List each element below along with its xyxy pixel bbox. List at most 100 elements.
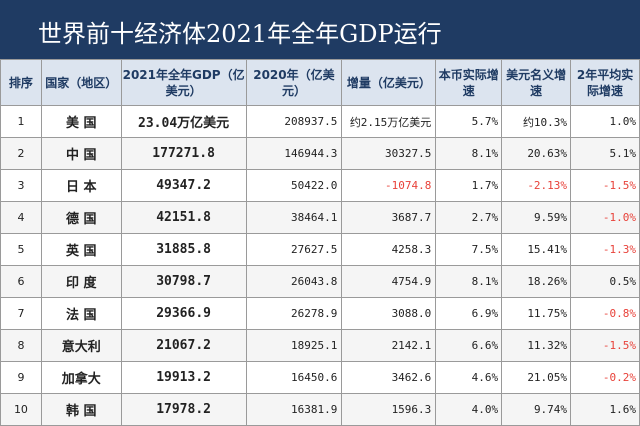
row-increase: 4258.3 [341,233,437,266]
row-usd-growth: 21.05% [501,361,572,394]
row-avg-growth: -1.5% [570,169,640,202]
row-gdp-2020: 18925.1 [245,329,343,362]
header-usd-growth: 美元名义增速 [501,59,572,106]
row-gdp-2021: 19913.2 [120,361,247,394]
row-usd-growth: 11.75% [501,297,572,330]
row-increase: 4754.9 [341,265,437,298]
row-rank: 4 [0,201,42,234]
row-local-growth: 5.7% [435,105,503,138]
row-usd-growth: 11.32% [501,329,572,362]
header-gdp-2021: 2021年全年GDP（亿美元） [120,59,247,106]
table-row: 9 加拿大 19913.2 16450.6 3462.6 4.6% 21.05% -0.2% [0,361,640,394]
header-country: 国家（地区） [40,59,122,106]
row-local-growth: 7.5% [435,233,503,266]
header-gdp-2020: 2020年（亿美元） [245,59,343,106]
row-gdp-2020: 50422.0 [245,169,343,202]
row-rank: 6 [0,265,42,298]
row-country: 法 国 [40,297,122,330]
row-rank: 3 [0,169,42,202]
row-usd-growth: 9.59% [501,201,572,234]
row-increase: 30327.5 [341,137,437,170]
row-gdp-2020: 38464.1 [245,201,343,234]
row-increase: 3462.6 [341,361,437,394]
row-country: 意大利 [40,329,122,362]
row-country: 印 度 [40,265,122,298]
row-avg-growth: -1.3% [570,233,640,266]
row-increase: 3687.7 [341,201,437,234]
row-usd-growth: 约10.3% [501,105,572,138]
header-avg-growth: 2年平均实际增速 [570,59,640,106]
row-usd-growth: -2.13% [501,169,572,202]
row-gdp-2020: 26278.9 [245,297,343,330]
row-rank: 7 [0,297,42,330]
row-gdp-2021: 31885.8 [120,233,247,266]
row-usd-growth: 9.74% [501,393,572,426]
row-country: 美 国 [40,105,122,138]
row-country: 中 国 [40,137,122,170]
row-gdp-2021: 23.04万亿美元 [120,105,247,138]
row-rank: 9 [0,361,42,394]
row-avg-growth: -0.8% [570,297,640,330]
row-gdp-2020: 27627.5 [245,233,343,266]
header-row: 排序 国家（地区） 2021年全年GDP（亿美元） 2020年（亿美元） 增量（… [0,59,640,106]
gdp-table: 排序 国家（地区） 2021年全年GDP（亿美元） 2020年（亿美元） 增量（… [0,59,640,426]
row-gdp-2020: 208937.5 [245,105,343,138]
row-gdp-2021: 17978.2 [120,393,247,426]
row-avg-growth: -0.2% [570,361,640,394]
row-usd-growth: 15.41% [501,233,572,266]
row-increase: 1596.3 [341,393,437,426]
row-gdp-2020: 146944.3 [245,137,343,170]
row-country: 日 本 [40,169,122,202]
row-avg-growth: -1.0% [570,201,640,234]
row-local-growth: 8.1% [435,265,503,298]
row-avg-growth: 0.5% [570,265,640,298]
row-local-growth: 6.9% [435,297,503,330]
row-gdp-2021: 29366.9 [120,297,247,330]
row-avg-growth: -1.5% [570,329,640,362]
row-increase: 2142.1 [341,329,437,362]
row-usd-growth: 18.26% [501,265,572,298]
row-country: 韩 国 [40,393,122,426]
header-rank: 排序 [0,59,42,106]
row-local-growth: 2.7% [435,201,503,234]
row-increase: 3088.0 [341,297,437,330]
table-row: 8 意大利 21067.2 18925.1 2142.1 6.6% 11.32% -1.5% [0,329,640,362]
row-local-growth: 4.0% [435,393,503,426]
row-gdp-2021: 49347.2 [120,169,247,202]
row-usd-growth: 20.63% [501,137,572,170]
row-avg-growth: 5.1% [570,137,640,170]
row-country: 英 国 [40,233,122,266]
row-local-growth: 1.7% [435,169,503,202]
row-gdp-2020: 16381.9 [245,393,343,426]
row-gdp-2021: 177271.8 [120,137,247,170]
row-avg-growth: 1.6% [570,393,640,426]
row-gdp-2021: 30798.7 [120,265,247,298]
title-bar: 世界前十经济体2021年全年GDP运行 [0,0,640,59]
row-gdp-2020: 26043.8 [245,265,343,298]
row-country: 德 国 [40,201,122,234]
table-row: 10 韩 国 17978.2 16381.9 1596.3 4.0% 9.74% 1.6% [0,393,640,426]
row-local-growth: 6.6% [435,329,503,362]
row-gdp-2021: 21067.2 [120,329,247,362]
header-increase: 增量（亿美元） [341,59,437,106]
row-rank: 8 [0,329,42,362]
header-local-growth: 本币实际增速 [435,59,503,106]
row-local-growth: 8.1% [435,137,503,170]
row-rank: 1 [0,105,42,138]
row-country: 加拿大 [40,361,122,394]
row-avg-growth: 1.0% [570,105,640,138]
page-title: 世界前十经济体2021年全年GDP运行 [38,20,442,48]
row-gdp-2020: 16450.6 [245,361,343,394]
row-rank: 2 [0,137,42,170]
row-rank: 10 [0,393,42,426]
row-gdp-2021: 42151.8 [120,201,247,234]
row-local-growth: 4.6% [435,361,503,394]
